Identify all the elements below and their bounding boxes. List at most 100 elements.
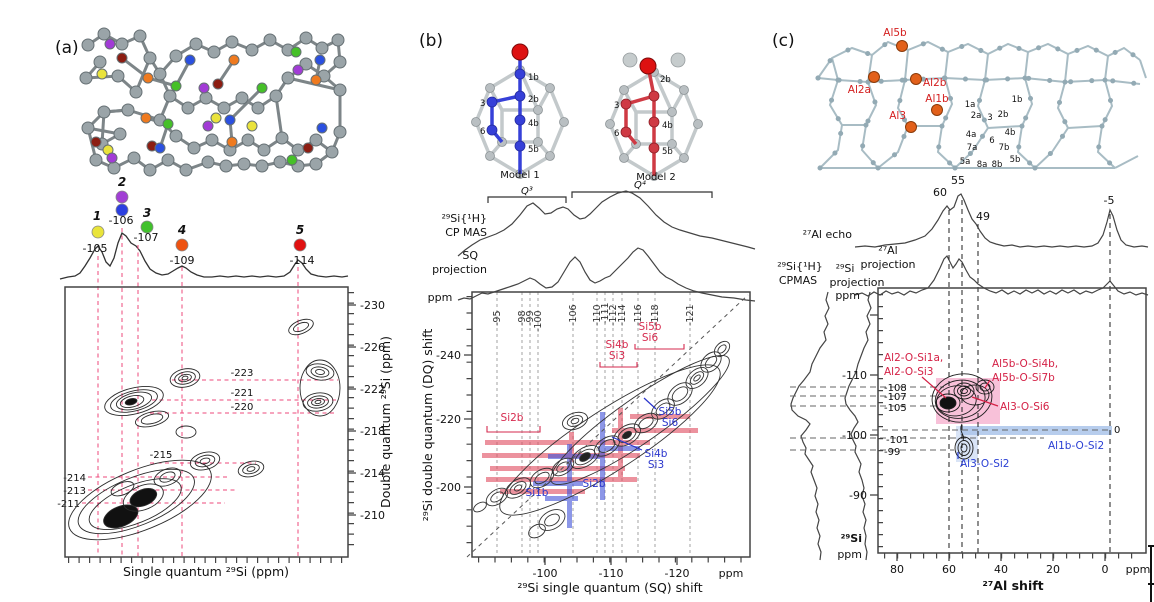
site-label: 6: [480, 127, 485, 137]
dq-label: -220: [231, 402, 254, 413]
peak-number: 1: [93, 209, 101, 223]
model-1-label: Model 1: [500, 170, 540, 181]
site-label: 5b: [662, 147, 673, 157]
ppm-bottom-label: ppm: [837, 548, 862, 561]
site-label: 4b: [662, 121, 673, 131]
svg-text:-5: -5: [1104, 194, 1115, 207]
panel-c-contours: [931, 373, 995, 460]
svg-text:-108: -108: [884, 383, 907, 394]
svg-text:-112: -112: [608, 304, 619, 326]
y-tick-label: -200: [436, 481, 461, 494]
red-corr-label: Al3-O-Si6: [1000, 401, 1050, 413]
panel-c-si-line-labels: -108 -107 -105 -101 -99 0: [884, 383, 1120, 458]
panel-a-peak-markers: 1 -105 2 -106 3 -107 4 -109 5 -114: [83, 175, 315, 267]
colored-site-atoms: [90, 38, 328, 166]
x-tick-label: 40: [994, 563, 1008, 576]
panel-c-correlation-labels: Al2-O-Si1a, Al2-O-Si3 Al5b-O-Si4b, Al5b-…: [884, 352, 1104, 470]
peak-shift: -114: [290, 254, 315, 267]
y-tick-label: -110: [842, 369, 867, 382]
blue-corr-label: Al1b-O-Si2: [1048, 440, 1104, 452]
svg-text:-105: -105: [884, 403, 907, 414]
oxygen-atom: [511, 43, 529, 61]
panel-a-ylabel: Double quantum ²⁹Si (ppm): [378, 336, 393, 508]
svg-text:8a: 8a: [977, 160, 988, 170]
al-proj-label-line1: ²⁷Al: [878, 244, 897, 257]
panel-c-dashed-horizontals: [790, 386, 1108, 451]
dq-label: -223: [231, 368, 254, 379]
svg-text:-101: -101: [886, 435, 909, 446]
site-dot: [140, 220, 154, 234]
site-label: 1b: [528, 73, 539, 83]
peak-shift: -107: [134, 231, 159, 244]
panel-a-contours: [68, 318, 341, 541]
svg-text:Al5b: Al5b: [883, 27, 907, 39]
panel-b-ylabel: ²⁹Si double quantum (DQ) shift: [420, 329, 435, 522]
panel-c-al-echo-trace: [854, 193, 1149, 248]
x-tick-label: -100: [533, 567, 558, 580]
y-tick-label: -214: [360, 467, 385, 480]
dq-label: -221: [231, 388, 254, 399]
panel-c-plot-frame: [877, 287, 1147, 554]
svg-text:-121: -121: [685, 304, 696, 326]
blue-si1b-label: Si1b: [526, 487, 549, 499]
blue-si6-label: Si6: [662, 417, 679, 429]
model-1-cage: 1b 2b 3 6 4b 5b: [471, 43, 569, 179]
x-tick-label: 20: [1046, 563, 1060, 576]
si-proj-label-line1: ²⁹Si: [836, 262, 855, 275]
si-proj-label-line2: projection: [830, 276, 885, 289]
model-2-label: Model 2: [636, 172, 676, 183]
panel-b-sq-line-labels: -95 -98 -99 -100 -106 -110 -111 -112 -11…: [492, 302, 696, 332]
svg-text:4a: 4a: [966, 130, 977, 140]
red-corr-label: Al5b-O-Si7b: [992, 372, 1055, 384]
al-atoms: [868, 40, 943, 133]
peak-number: 5: [296, 223, 304, 237]
svg-text:6: 6: [989, 136, 994, 146]
y-tick-label: -222: [360, 383, 385, 396]
cpmas-label-line1: ²⁹Si{¹H}: [441, 212, 487, 225]
svg-text:2a: 2a: [971, 111, 982, 121]
panel-a-1d-spectrum-trace: [59, 231, 349, 280]
si-cpmas-label-line2: CPMAS: [779, 274, 817, 287]
blue-si4b-label: Si4b: [645, 448, 668, 460]
x-tick-label: -110: [599, 567, 624, 580]
svg-text:-100: -100: [533, 310, 544, 332]
panel-c-letter: (c): [772, 31, 795, 51]
site-dot: [115, 190, 129, 204]
x-tick-label: 60: [942, 563, 956, 576]
svg-text:-99: -99: [525, 310, 536, 326]
svg-text:5b: 5b: [1010, 155, 1021, 165]
panel-b-cpmas-trace: [457, 190, 756, 257]
t-site-labels: 1a 2a 3 2b 1b 4a 6 4b 7a 7b 5a 8a 8b 5b: [960, 95, 1023, 170]
si-isotope-label: ²⁹Si: [841, 532, 862, 545]
panel-a-plot-frame: [64, 286, 349, 558]
panel-c-x-axis: 80 60 40 20 0 ppm ²⁷Al shift: [884, 553, 1150, 593]
site-dot: [115, 203, 129, 217]
panel-b-x-axis: -100 -110 -120 ppm: [478, 557, 746, 580]
si-cpmas-label-line1: ²⁹Si{¹H}: [777, 260, 823, 273]
blue-si3-label: Si3: [648, 459, 664, 471]
svg-text:-118: -118: [650, 304, 661, 326]
svg-text:3: 3: [987, 113, 992, 123]
x-tick-label: -120: [665, 567, 690, 580]
y-tick-label: -226: [360, 341, 385, 354]
svg-text:-110: -110: [592, 304, 603, 326]
panel-c-si-cpmas-trace: [790, 291, 830, 561]
panel-a-xlabel: Single quantum ²⁹Si (ppm): [123, 564, 289, 579]
zero-label: 0: [1114, 425, 1120, 436]
svg-text:55: 55: [951, 174, 965, 187]
red-corr-label: Al2-O-Si3: [884, 366, 933, 378]
x-tick-label: 80: [890, 563, 904, 576]
oxygen-atom: [639, 57, 657, 75]
site-label: 2b: [660, 75, 671, 85]
svg-text:-95: -95: [492, 310, 503, 326]
x-tick-label: 0: [1102, 563, 1109, 576]
svg-text:1b: 1b: [1012, 95, 1023, 105]
peak-shift: -106: [109, 214, 134, 227]
svg-text:-99: -99: [884, 447, 900, 458]
panel-c: (c) Al5b Al2a Al2: [772, 27, 1154, 602]
panel-c-xlabel: ²⁷Al shift: [982, 578, 1043, 593]
dq-label: -215: [150, 450, 173, 461]
panel-c-y-axis: -110 -100 -90 ppm ²⁹Si ppm: [835, 289, 883, 561]
y-tick-label: -220: [436, 413, 461, 426]
